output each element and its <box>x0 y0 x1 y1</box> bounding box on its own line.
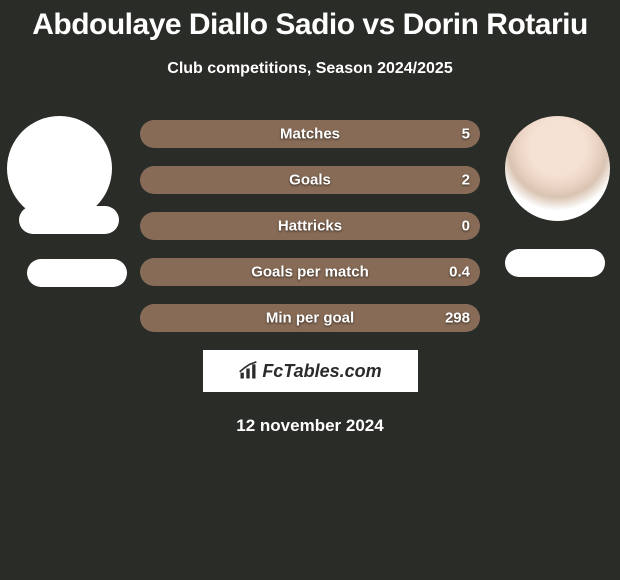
comparison-panel: Matches 5 Goals 2 Hattricks 0 Goals per match 0… <box>0 116 620 436</box>
stat-bars: Matches 5 Goals 2 Hattricks 0 Goals per match 0… <box>140 116 480 332</box>
player-left-flag-pill-2 <box>27 259 127 287</box>
page-title: Abdoulaye Diallo Sadio vs Dorin Rotariu <box>0 0 620 42</box>
stat-value-right: 298 <box>445 310 470 327</box>
stat-row: Hattricks 0 <box>140 212 480 240</box>
stat-value-right: 0.4 <box>449 264 470 281</box>
brand-text: FcTables.com <box>262 361 381 382</box>
player-right-avatar <box>505 116 610 221</box>
brand-watermark: FcTables.com <box>203 350 418 392</box>
player-right-flag-pill <box>505 249 605 277</box>
stat-value-right: 2 <box>462 172 470 189</box>
player-left-column <box>7 116 127 287</box>
snapshot-date: 12 november 2024 <box>0 416 620 436</box>
stat-value-right: 5 <box>462 126 470 143</box>
stat-row: Min per goal 298 <box>140 304 480 332</box>
stat-label: Min per goal <box>266 310 354 327</box>
player-left-flag-pill <box>19 206 119 234</box>
stat-label: Goals per match <box>251 264 369 281</box>
player-right-column <box>505 116 610 277</box>
stat-label: Matches <box>280 126 340 143</box>
stat-row: Goals 2 <box>140 166 480 194</box>
stat-label: Hattricks <box>278 218 342 235</box>
stat-label: Goals <box>289 172 331 189</box>
stat-value-right: 0 <box>462 218 470 235</box>
stat-row: Matches 5 <box>140 120 480 148</box>
subtitle: Club competitions, Season 2024/2025 <box>0 60 620 78</box>
stat-row: Goals per match 0.4 <box>140 258 480 286</box>
chart-icon <box>238 361 258 381</box>
